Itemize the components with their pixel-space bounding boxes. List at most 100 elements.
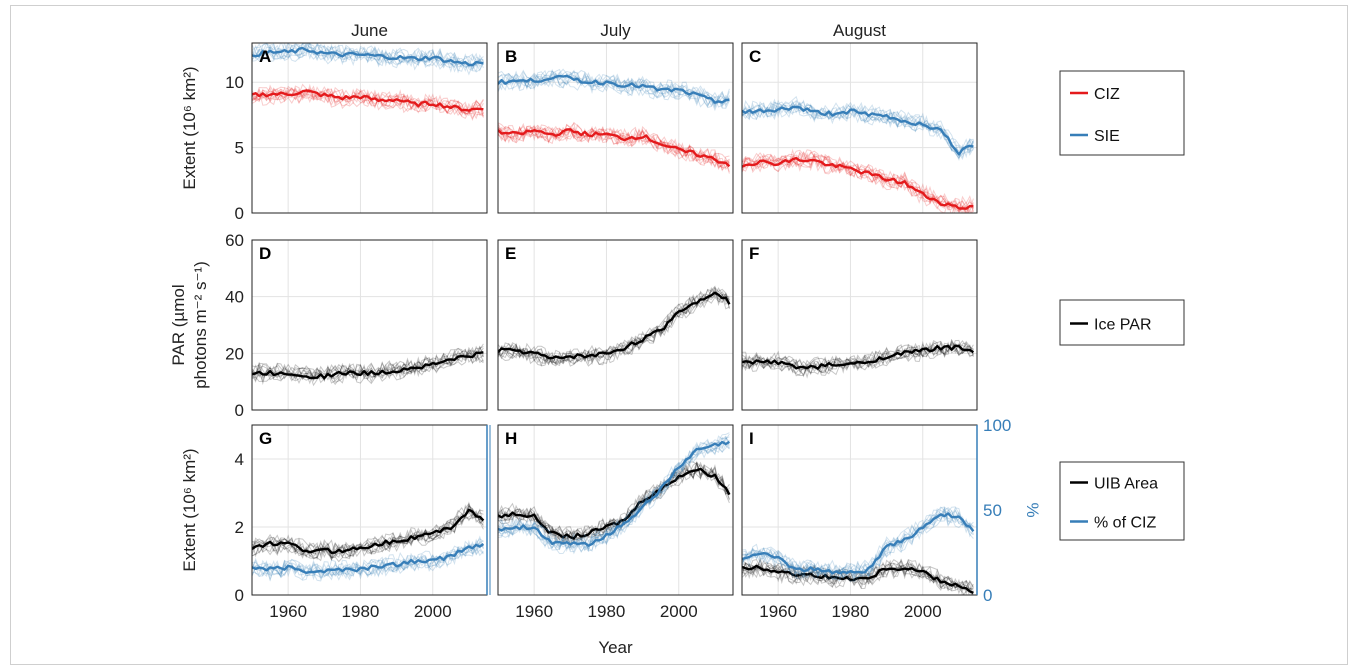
panel-b: B (497, 42, 734, 214)
x-tick-label: 1980 (342, 602, 380, 621)
panel-background (742, 240, 977, 410)
legend-box (1059, 70, 1185, 156)
panel-frame (497, 424, 734, 596)
ensemble-member-line (252, 345, 484, 381)
ensemble-member-line (742, 341, 974, 377)
ensemble-member-line (252, 509, 484, 561)
panel-plot-area (252, 43, 484, 122)
ensemble-member-line (498, 288, 730, 363)
ensemble-member-line (742, 149, 974, 213)
ensemble-member-line (252, 346, 484, 383)
ensemble-member-line (498, 461, 730, 541)
panel-label: F (749, 244, 759, 263)
panel-plot-area (742, 506, 975, 595)
y-tick-label: 0 (235, 204, 244, 223)
ensemble-member-line (498, 288, 730, 367)
ensemble-member-line (742, 508, 974, 580)
ensemble-member-line (498, 68, 730, 106)
ensemble-member-line (742, 509, 974, 583)
panel-a: A 0 5 10 (225, 42, 488, 223)
ensemble-member-line (252, 85, 484, 115)
ensemble-member-line (498, 435, 730, 553)
panel-h: H 1960 1980 2000 (497, 424, 734, 621)
ensemble-member-line (252, 43, 484, 69)
panel-plot-area (742, 95, 974, 213)
legend-3: UIB Area % of CIZ (1059, 461, 1185, 541)
ensemble-member-line (498, 288, 730, 366)
series-line-sie (498, 74, 730, 104)
series-line-uib-area (252, 508, 485, 554)
legend-label: SIE (1094, 128, 1120, 145)
series-line-sie (742, 105, 974, 156)
ensemble-member-line (742, 100, 974, 152)
panel-label: D (259, 244, 271, 263)
ensemble-member-line (252, 541, 484, 579)
ensemble-member-line (742, 151, 974, 213)
panel-label: H (505, 429, 517, 448)
panel-label: G (259, 429, 272, 448)
series-line-ice-par (252, 351, 484, 380)
panel-c: C (741, 42, 978, 214)
x-tick-label: 1960 (515, 602, 553, 621)
figure-frame (10, 5, 1348, 665)
x-tick-label: 1960 (269, 602, 307, 621)
legend-box (1059, 461, 1185, 541)
ensemble-member-line (252, 513, 484, 561)
ensemble-member-line (498, 68, 730, 106)
panel-plot-area (498, 68, 731, 174)
ensemble-member-line (252, 87, 484, 115)
ensemble-member-line (498, 443, 730, 551)
series-line-ice-par (742, 344, 975, 370)
series-line-ciz (252, 89, 484, 112)
y-tick-label: 60 (225, 231, 244, 250)
ensemble-member-line (498, 441, 730, 555)
panel-frame (251, 239, 488, 411)
ensemble-member-line (498, 295, 730, 367)
panel-i: I 0 50 100 1960 1980 2000 (489, 416, 1011, 621)
series-line-ciz (498, 128, 731, 168)
series-line-ciz (742, 156, 974, 210)
x-tick-label: 2000 (414, 602, 452, 621)
panel-frame (497, 239, 734, 411)
ensemble-member-line (252, 350, 484, 386)
y-axis-label: Extent (10⁶ km²) (180, 448, 199, 571)
panel-plot-area (252, 343, 484, 387)
y-right-axis-label: % (1023, 502, 1042, 517)
panel-frame (741, 239, 978, 411)
panel-label: C (749, 47, 761, 66)
series-line-uib-area (498, 467, 731, 540)
y-tick-label: 2 (235, 518, 244, 537)
ensemble-member-line (742, 152, 974, 213)
y-axis-label: PAR (µmol (169, 284, 188, 365)
panel-frame (251, 42, 488, 214)
panel-frame (741, 42, 978, 214)
y-tick-label: 0 (235, 401, 244, 420)
ensemble-member-line (742, 506, 974, 578)
legend-label: Ice PAR (1094, 317, 1152, 334)
x-tick-label: 1960 (759, 602, 797, 621)
legend-label: % of CIZ (1094, 515, 1156, 532)
ensemble-member-line (252, 503, 484, 557)
panel-label: I (749, 429, 754, 448)
x-tick-label: 2000 (904, 602, 942, 621)
ensemble-member-line (498, 293, 730, 366)
series-line-ice-par (498, 291, 731, 360)
panel-background (252, 43, 487, 213)
series-line--of-ciz (498, 440, 731, 547)
legend-2: Ice PAR (1059, 299, 1185, 346)
ensemble-member-line (498, 435, 730, 552)
x-tick-label: 1980 (588, 602, 626, 621)
panel-plot-area (498, 432, 731, 555)
legend-label: UIB Area (1094, 476, 1158, 493)
x-tick-label: 2000 (660, 602, 698, 621)
ensemble-member-line (252, 43, 484, 72)
legend-1: CIZ SIE (1059, 70, 1185, 156)
series-line--of-ciz (742, 512, 975, 575)
column-title-august: August (833, 21, 886, 40)
ensemble-member-line (252, 44, 484, 76)
series-line-sie (252, 46, 484, 67)
ensemble-member-line (498, 70, 730, 107)
y-tick-label: 20 (225, 344, 244, 363)
y-tick-label: 10 (225, 73, 244, 92)
